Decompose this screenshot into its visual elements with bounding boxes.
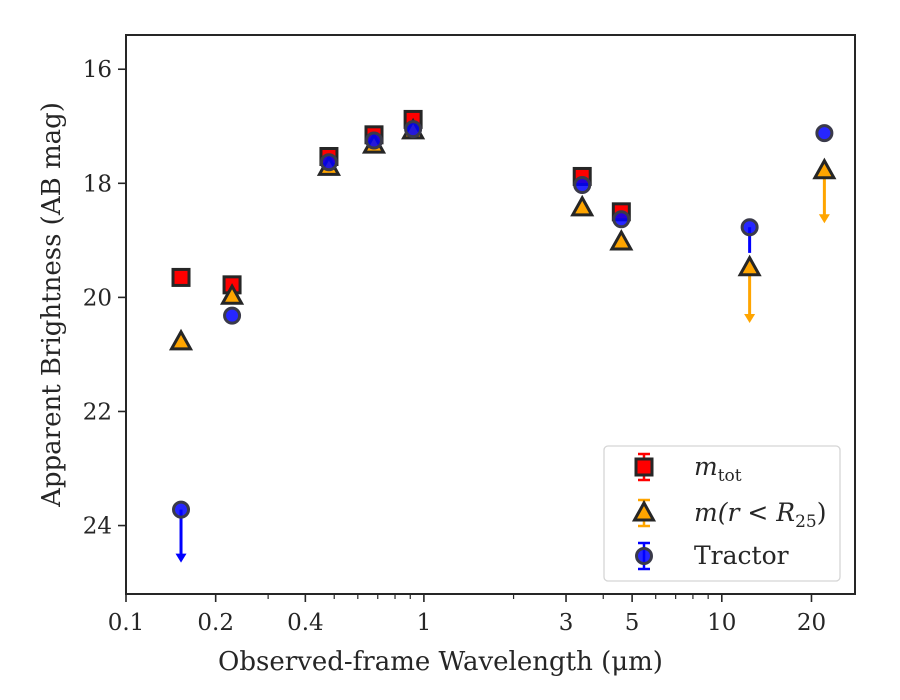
- plot-frame: [125, 34, 856, 595]
- x-tick-label: 10: [707, 610, 736, 636]
- x-axis-label: Observed-frame Wavelength (μm): [218, 647, 663, 677]
- legend-tractor-label-main: Tractor: [694, 541, 789, 570]
- mr25-upper-limit-arrow: [744, 267, 756, 324]
- y-axis-label: Apparent Brightness (AB mag): [37, 102, 67, 508]
- tractor-point: [404, 120, 423, 139]
- tractor-point: [740, 218, 759, 237]
- tractor-point: [612, 210, 631, 229]
- x-tick-label: 20: [797, 610, 826, 636]
- mr25-point: [609, 228, 634, 251]
- mr25-upper-limit-arrow-head: [744, 314, 756, 324]
- legend-mr25-label-main: m(r < R: [694, 498, 795, 527]
- x-tick-label: 0.1: [108, 610, 145, 636]
- x-tick-label: 0.2: [197, 610, 234, 636]
- legend-box: [603, 445, 841, 582]
- y-tick-label: 16: [83, 57, 112, 83]
- legend-mtot-label: mtot: [694, 452, 742, 486]
- mr25-point: [570, 194, 595, 217]
- x-tick-label: 1: [417, 610, 432, 636]
- y-tick-label: 24: [83, 514, 112, 540]
- y-tick-label: 22: [83, 399, 112, 425]
- tractor-point: [172, 500, 191, 519]
- legend-mr25-marker: [631, 499, 657, 522]
- x-tick-label: 3: [559, 610, 574, 636]
- legend: mtot m(r < R25) Tractor: [603, 445, 841, 582]
- mr25-point: [812, 157, 837, 180]
- legend-tractor-label: Tractor: [694, 541, 789, 570]
- legend-mtot-marker: [634, 457, 654, 477]
- x-tick-label: 5: [625, 610, 640, 636]
- legend-mr25-label: m(r < R25): [694, 498, 826, 532]
- tractor-upper-limit-arrow-head: [175, 553, 187, 563]
- legend-mtot-label-main: m: [694, 452, 718, 481]
- mr25-point: [168, 328, 194, 351]
- tractor-point: [319, 153, 338, 172]
- mtot-point: [171, 267, 191, 287]
- mr25-point: [220, 283, 245, 305]
- legend-mr25-label-end: ): [817, 498, 827, 527]
- y-tick-label: 20: [83, 285, 112, 311]
- mr25-point: [737, 254, 762, 277]
- tractor-point: [365, 131, 384, 150]
- mr25-upper-limit-arrow-head: [818, 214, 830, 224]
- legend-mr25-label-sub: 25: [795, 512, 817, 532]
- y-tick-label: 18: [83, 171, 112, 197]
- tractor-point: [223, 306, 242, 325]
- legend-tractor-marker: [635, 547, 653, 565]
- tractor-point: [573, 176, 592, 195]
- legend-mtot-label-sub: tot: [718, 466, 742, 486]
- x-tick-label: 0.4: [287, 610, 324, 636]
- tractor-point: [815, 124, 834, 143]
